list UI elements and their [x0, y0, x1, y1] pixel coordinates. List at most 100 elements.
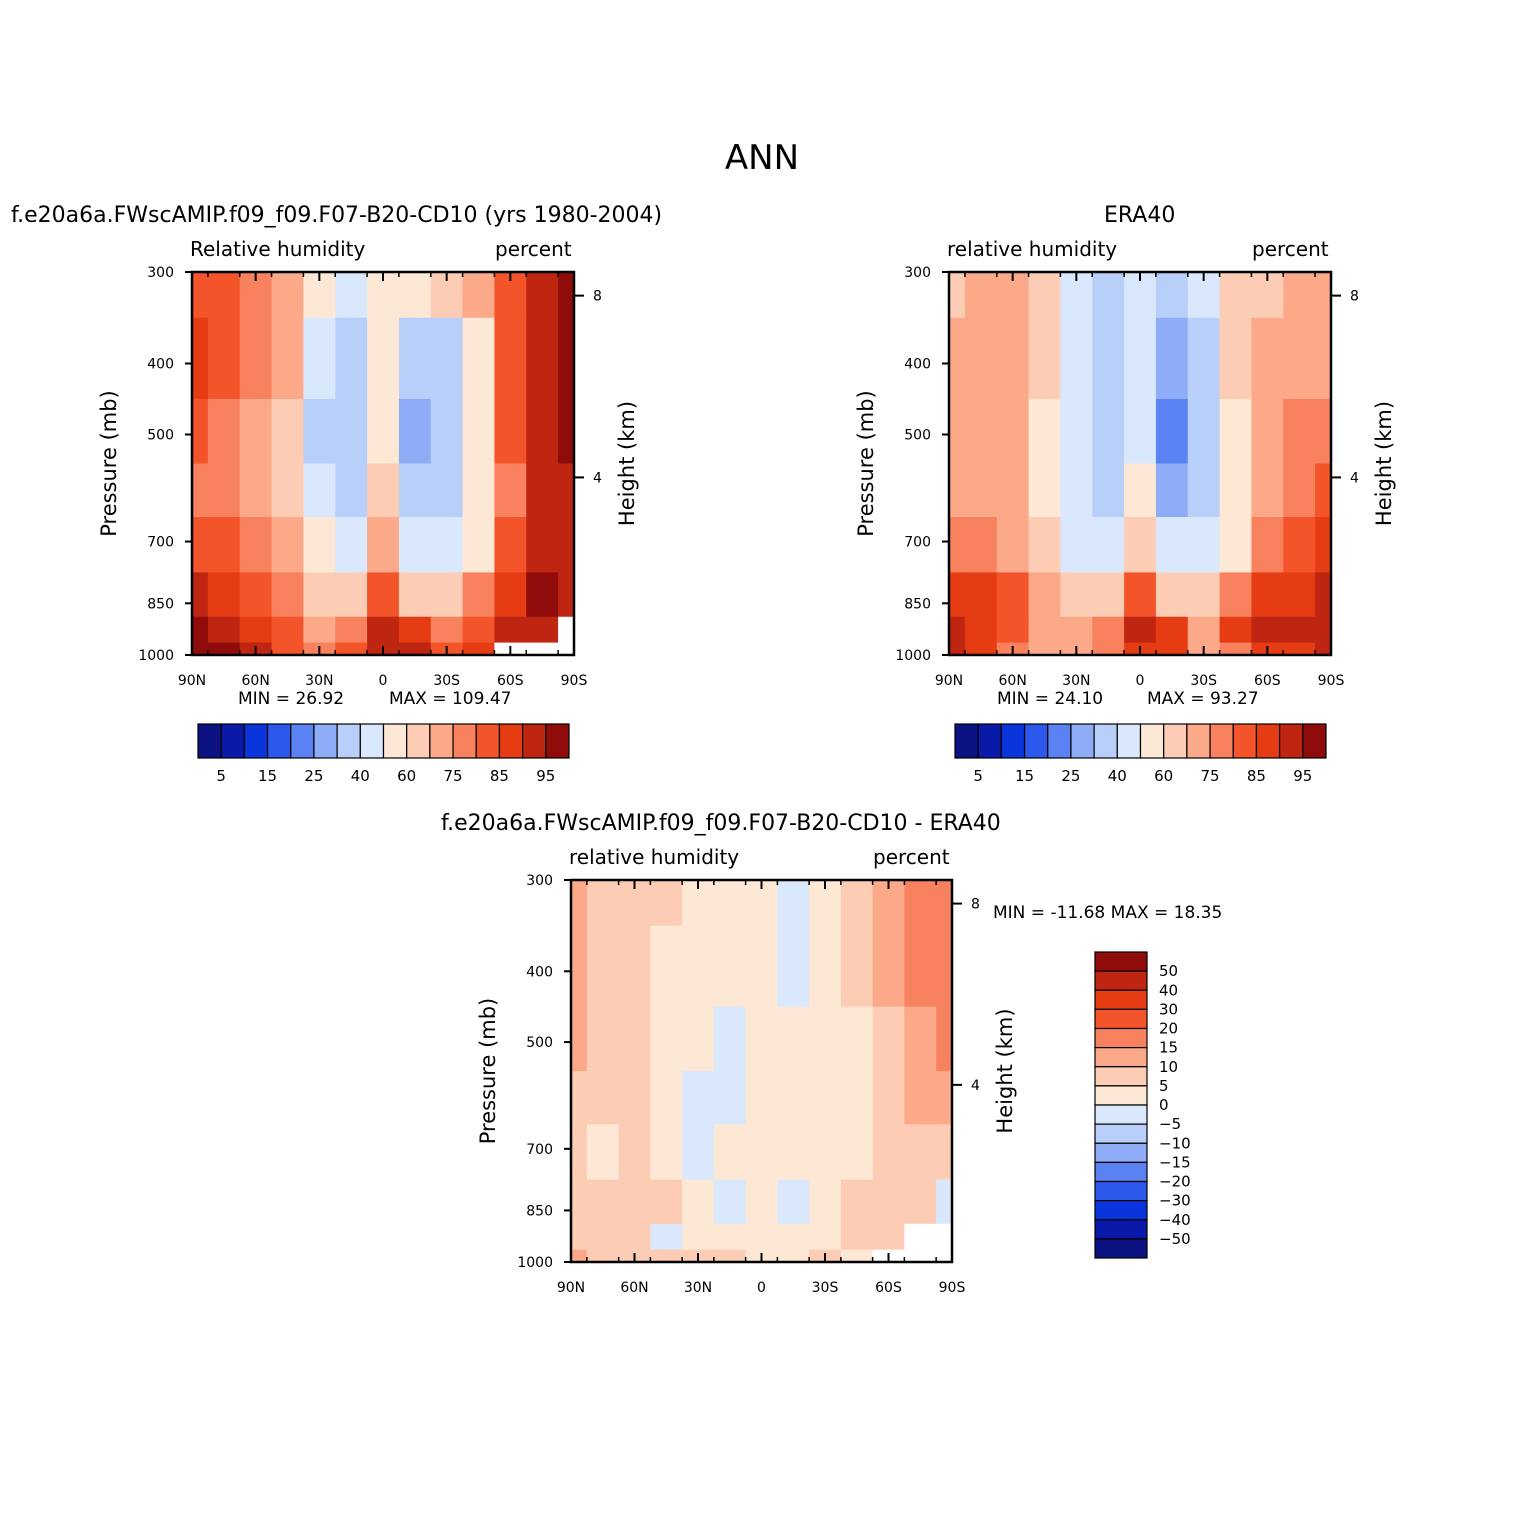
p3-legend-box: [1094, 1085, 1148, 1106]
p2-cell: [996, 517, 1030, 574]
panel1-title: f.e20a6a.FWscAMIP.f09_f09.F07-B20-CD10 (…: [11, 203, 663, 228]
p1-cell: [367, 317, 400, 400]
p3-cell: [745, 1071, 778, 1125]
p1-cell: [207, 616, 241, 644]
p2-cell: [1155, 463, 1189, 518]
p1-cell: [335, 463, 368, 518]
p1-legend-box: [545, 723, 570, 759]
p2-ytick-label: 300: [904, 265, 931, 281]
p3-legend-box: [1094, 1123, 1148, 1144]
p1-xtick-label: 90N: [178, 673, 206, 689]
p3-ylabel-right: Height (km): [993, 1008, 1017, 1133]
p2-cell: [1092, 463, 1125, 518]
p1-ytick-label: 1000: [138, 648, 174, 664]
panel3-units-label: percent: [873, 845, 950, 869]
p2-cell: [1092, 616, 1125, 644]
p1-legend-label: 5: [216, 767, 226, 785]
p1-ytick-label: 300: [147, 265, 174, 281]
p1-cell: [192, 572, 209, 618]
p3-ytick-label: 850: [526, 1203, 553, 1219]
p2-cell: [964, 517, 998, 574]
p1-ytick-right-label: 4: [593, 470, 602, 486]
p2-cell: [1060, 572, 1093, 618]
p2-cell: [1124, 572, 1157, 618]
p2-cell: [1219, 572, 1253, 618]
p2-cell: [949, 399, 966, 465]
p2-cell: [1028, 317, 1062, 400]
p1-legend-box: [313, 723, 338, 759]
p2-cell: [1315, 399, 1332, 465]
p1-cell: [239, 463, 273, 518]
p2-cell: [1155, 642, 1189, 656]
p1-cell: [558, 272, 575, 319]
p2-cell: [1251, 463, 1284, 518]
p2-ytick-label: 850: [904, 596, 931, 612]
p2-legend-box: [1093, 723, 1118, 759]
p2-cell: [1251, 399, 1284, 465]
p2-ytick-label: 500: [904, 428, 931, 444]
p3-cell: [777, 1249, 810, 1263]
p2-cell: [996, 399, 1030, 465]
p2-cell: [1187, 463, 1221, 518]
p2-cell: [1187, 616, 1221, 644]
p3-xtick-label: 0: [757, 1280, 766, 1296]
p3-cell: [936, 1071, 953, 1125]
p1-legend-box: [336, 723, 361, 759]
p1-cell: [303, 463, 336, 518]
p2-cell: [1219, 642, 1253, 656]
p3-legend-box: [1094, 1066, 1148, 1087]
p2-legend-label: 5: [973, 767, 983, 785]
panel1-variable-label: Relative humidity: [190, 237, 366, 261]
p3-cell: [650, 880, 683, 927]
p3-cell: [904, 925, 937, 1008]
p3-cell: [809, 1071, 842, 1125]
p1-cell: [558, 517, 575, 574]
p2-cell: [1283, 517, 1316, 574]
panel3-title: f.e20a6a.FWscAMIP.f09_f09.F07-B20-CD10 -…: [441, 811, 1001, 836]
p1-cell: [335, 517, 368, 574]
p1-cell: [271, 642, 305, 656]
p1-cell: [192, 272, 209, 319]
p3-cell: [840, 1179, 874, 1225]
p2-legend-box: [977, 723, 1002, 759]
p3-xtick-label: 30S: [812, 1280, 839, 1296]
p1-cell: [558, 463, 575, 518]
p1-cell: [207, 317, 241, 400]
p1-cell: [430, 616, 464, 644]
p1-cell: [398, 517, 432, 574]
p1-cell: [335, 642, 368, 656]
p3-cell: [713, 925, 747, 1008]
p2-legend-label: 95: [1293, 767, 1312, 785]
p3-cell: [713, 880, 747, 927]
p2-cell: [1219, 399, 1253, 465]
p1-cell: [303, 616, 336, 644]
p1-cell: [239, 399, 273, 465]
p2-cell: [1092, 317, 1125, 400]
p1-cell: [558, 642, 575, 656]
p3-legend-label: −30: [1159, 1192, 1191, 1210]
p1-cell: [526, 272, 559, 319]
p2-ytick-label: 1000: [895, 648, 931, 664]
p3-ytick-label: 400: [526, 964, 553, 980]
p3-xtick-label: 60N: [620, 1280, 648, 1296]
p3-legend-box: [1094, 1027, 1148, 1049]
p1-cell: [367, 572, 400, 618]
p2-cell: [1315, 572, 1332, 618]
p1-cell: [398, 572, 432, 618]
p2-cell: [1251, 616, 1284, 644]
p3-legend-label: −50: [1159, 1230, 1191, 1248]
p1-cell: [462, 317, 496, 400]
p3-legend-label: −10: [1159, 1134, 1191, 1152]
p3-legend-label: 20: [1159, 1020, 1178, 1038]
p3-cell: [904, 1124, 937, 1181]
p2-xtick-label: 30S: [1190, 673, 1217, 689]
p2-cell: [1251, 517, 1284, 574]
p3-xtick-label: 30N: [684, 1280, 712, 1296]
p3-cell: [571, 1071, 588, 1125]
p3-cell: [872, 1223, 905, 1251]
p1-cell: [335, 572, 368, 618]
p2-legend-box: [1255, 723, 1281, 759]
p3-cell: [650, 1179, 683, 1225]
p2-cell: [1028, 399, 1062, 465]
p3-cell: [650, 925, 683, 1008]
